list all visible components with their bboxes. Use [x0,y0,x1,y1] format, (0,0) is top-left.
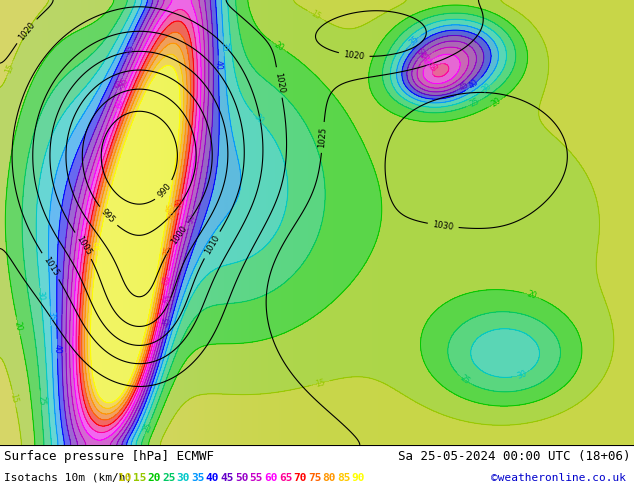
Text: 30: 30 [481,81,494,94]
Text: 35: 35 [46,311,55,321]
Text: 1020: 1020 [343,50,365,61]
Text: 85: 85 [337,473,351,483]
Text: 60: 60 [422,55,436,69]
Text: 45: 45 [124,44,136,56]
Text: 1020: 1020 [16,20,36,42]
Text: 990: 990 [156,182,173,199]
Text: Surface pressure [hPa] ECMWF: Surface pressure [hPa] ECMWF [4,450,214,464]
Text: 1025: 1025 [318,126,328,148]
Text: 20: 20 [273,40,285,53]
Text: 20: 20 [489,96,503,109]
Text: 50: 50 [417,47,430,60]
Text: 40: 40 [53,344,62,354]
Text: Sa 25-05-2024 00:00 UTC (18+06): Sa 25-05-2024 00:00 UTC (18+06) [398,450,630,464]
Text: 20: 20 [147,473,161,483]
Text: 30: 30 [36,290,46,301]
Text: 15: 15 [309,9,322,22]
Text: 70: 70 [175,197,186,209]
Text: 40: 40 [214,60,223,70]
Text: 60: 60 [113,97,126,109]
Text: 15: 15 [4,63,16,75]
Text: 50: 50 [235,473,249,483]
Text: 20: 20 [526,290,538,301]
Text: 45: 45 [458,79,471,93]
Text: 25: 25 [458,373,471,386]
Text: 25: 25 [469,97,481,109]
Text: 1005: 1005 [74,234,93,257]
Text: 80: 80 [167,209,178,220]
Text: 40: 40 [467,77,481,91]
Text: 30: 30 [515,368,527,381]
Text: 55: 55 [420,50,434,63]
Text: 50: 50 [113,78,126,91]
Text: 55: 55 [250,473,263,483]
Text: 65: 65 [428,60,441,74]
Text: 55: 55 [162,293,173,305]
Text: 75: 75 [308,473,321,483]
Text: 30: 30 [177,473,190,483]
Text: 25: 25 [162,473,176,483]
Text: 50: 50 [185,213,197,224]
Text: 15: 15 [133,473,146,483]
Text: 1000: 1000 [169,224,188,246]
Text: 70: 70 [294,473,307,483]
Text: 90: 90 [352,473,365,483]
Text: 80: 80 [323,473,336,483]
Text: 65: 65 [162,274,172,286]
Text: 1015: 1015 [41,255,60,277]
Text: 45: 45 [221,473,234,483]
Text: 15: 15 [9,393,20,404]
Text: 1020: 1020 [273,72,285,94]
Text: 55: 55 [119,76,131,89]
Text: 1030: 1030 [432,220,454,232]
Text: 85: 85 [166,202,176,214]
Text: 15: 15 [314,378,326,389]
Text: ©weatheronline.co.uk: ©weatheronline.co.uk [491,473,626,483]
Text: Isotachs 10m (km/h): Isotachs 10m (km/h) [4,473,133,483]
Text: 25: 25 [36,395,46,405]
Text: 995: 995 [100,208,117,225]
Text: 40: 40 [206,473,219,483]
Text: 1010: 1010 [203,234,221,256]
Text: 20: 20 [13,321,23,332]
Text: 10: 10 [118,473,132,483]
Text: 25: 25 [142,421,154,434]
Text: 30: 30 [252,113,265,126]
Text: 35: 35 [219,41,228,51]
Text: 35: 35 [191,473,205,483]
Text: 45: 45 [162,316,173,327]
Text: 90: 90 [93,240,104,251]
Text: 60: 60 [264,473,278,483]
Text: 75: 75 [163,245,174,256]
Text: 65: 65 [279,473,292,483]
Text: 35: 35 [407,35,420,48]
